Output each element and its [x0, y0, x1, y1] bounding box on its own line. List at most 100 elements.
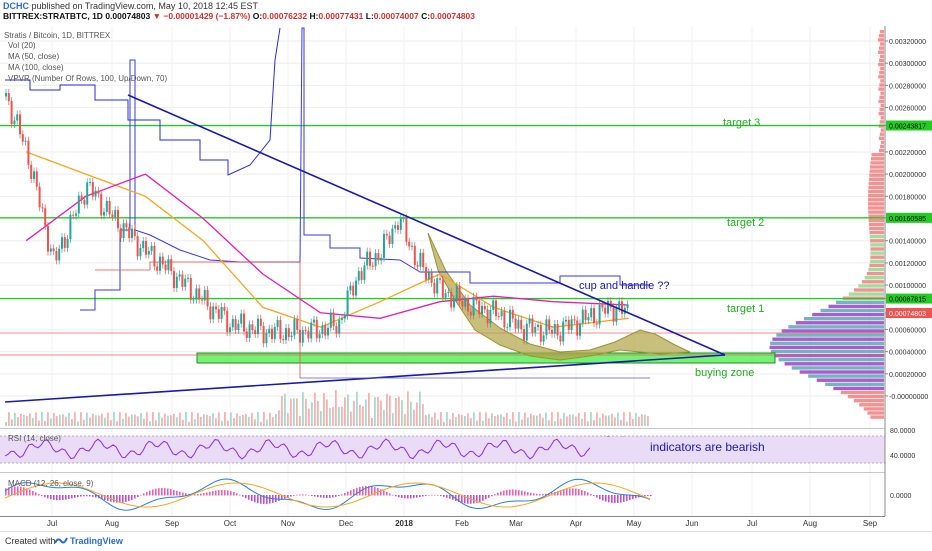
volume-bar — [476, 420, 478, 426]
macd-bar — [221, 489, 223, 496]
volume-bar — [578, 413, 580, 426]
published-text: published on TradingView.com, May 10, 20… — [31, 1, 258, 11]
macd-bar — [635, 495, 637, 499]
macd-bar — [203, 493, 205, 496]
price-label-bg — [886, 212, 932, 223]
volume-bar — [188, 421, 190, 426]
candle-body — [268, 328, 271, 334]
candle-body — [441, 279, 444, 298]
candle-body — [329, 312, 332, 328]
macd-bar — [479, 495, 481, 502]
macd-bar — [212, 491, 214, 496]
macd-bar — [14, 486, 16, 496]
publish-line: DCHC published on TradingView.com, May 1… — [3, 1, 258, 11]
macd-bar — [56, 495, 58, 501]
vpvr-row — [879, 95, 884, 99]
candle-body — [108, 200, 111, 215]
author-name[interactable]: DCHC — [3, 1, 29, 11]
candle-body — [324, 325, 327, 336]
candle-body — [10, 101, 13, 125]
macd-bar — [164, 488, 166, 496]
vpvr-row — [870, 251, 884, 255]
macd-bar — [146, 491, 148, 496]
volume-bar — [632, 419, 634, 426]
macd-bar — [83, 495, 85, 497]
volume-bar — [149, 421, 151, 426]
vpvr-row — [879, 144, 884, 149]
volume-bar — [398, 396, 400, 426]
candle-body — [472, 296, 475, 316]
candle-body — [72, 214, 75, 216]
vpvr-row — [863, 407, 884, 411]
tradingview-brand[interactable]: TradingView — [70, 536, 123, 546]
volume-bar — [470, 418, 472, 426]
candle-body — [257, 318, 259, 335]
candle-body — [486, 309, 489, 324]
volume-bar — [206, 414, 208, 426]
volume-bar — [164, 413, 166, 426]
volume-bar — [413, 409, 415, 426]
ohlc-low: 0.00074007 — [373, 11, 419, 21]
macd-bar — [353, 489, 355, 496]
candle-body — [528, 318, 531, 324]
candle-body — [545, 319, 548, 336]
macd-bar — [608, 495, 610, 503]
vpvr-row — [869, 226, 884, 231]
ascending-trendline[interactable] — [4, 354, 726, 403]
volume-bar — [620, 419, 622, 426]
candle-body — [49, 248, 52, 252]
candle-body — [77, 195, 80, 214]
volume-bar — [557, 412, 559, 426]
candle-body — [304, 330, 307, 332]
candle-body — [206, 289, 209, 307]
rsi-label: RSI (14, close) — [8, 434, 61, 443]
legend-ma100: MA (100, close) — [8, 63, 64, 72]
volume-bar — [44, 420, 46, 426]
macd-bar — [395, 495, 397, 497]
candle-body — [16, 114, 19, 121]
x-tick-label: Feb — [455, 519, 469, 528]
volume-bar — [218, 412, 220, 426]
candle-body — [136, 236, 139, 257]
macd-bar — [440, 495, 442, 497]
macd-bar — [476, 495, 478, 503]
vpvr-row — [880, 128, 884, 132]
candle-body — [215, 306, 217, 310]
price-axis[interactable] — [885, 26, 932, 516]
macd-bar — [314, 495, 316, 497]
volume-bar — [407, 391, 409, 426]
buying-zone-label: buying zone — [695, 367, 754, 379]
volume-bar — [128, 416, 130, 426]
volume-bar — [176, 417, 178, 426]
vpvr-row — [853, 399, 884, 403]
macd-tick-0: 0.0000 — [890, 493, 912, 500]
cup-and-handle-shape[interactable] — [427, 232, 691, 361]
series-title: Stratis / Bitcoin, 1D, BITTREX — [4, 31, 111, 40]
y-tick-label: 0.00120000 — [889, 261, 926, 268]
candle-body — [293, 319, 296, 336]
macd-bar — [398, 495, 400, 498]
buying-zone-box[interactable] — [196, 352, 776, 364]
macd-bar — [650, 495, 652, 497]
macd-bar — [137, 495, 139, 498]
x-tick-label: Mar — [509, 519, 523, 528]
candle-body — [279, 320, 282, 340]
descending-trendline[interactable] — [127, 94, 726, 356]
macd-bar — [623, 495, 625, 502]
volume-bar — [257, 412, 259, 426]
macd-bar — [128, 495, 130, 502]
macd-bar — [596, 495, 598, 498]
legend-vpvr: VPVR (Number Of Rows, 100, Up/Down, 70) — [8, 74, 168, 83]
vpvr-row — [858, 284, 884, 288]
vpvr-row — [880, 79, 884, 83]
candle-body — [89, 182, 91, 184]
macd-bar — [368, 486, 370, 496]
vpvr-row — [868, 177, 884, 181]
vpvr-row — [879, 58, 884, 63]
volume-bar — [200, 416, 202, 426]
volume-bar — [197, 412, 199, 426]
volume-bar — [425, 415, 427, 426]
macd-bar — [26, 488, 28, 496]
vpvr-row — [869, 235, 884, 239]
